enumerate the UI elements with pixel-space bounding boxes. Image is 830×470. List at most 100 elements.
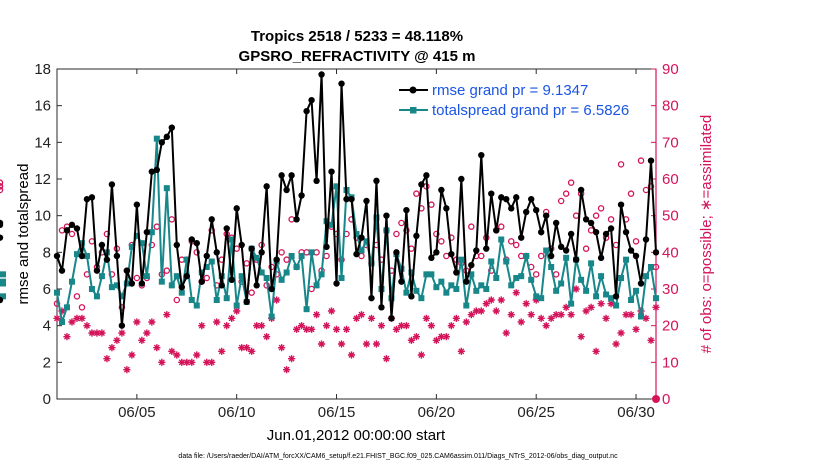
- rmse-point: [582, 216, 590, 223]
- obs-assimilated-marker: [68, 318, 76, 326]
- rmse-point: [373, 177, 380, 185]
- obs-possible-marker: [403, 227, 410, 234]
- totalspread-point: [603, 291, 610, 298]
- x-tick-label: 06/15: [318, 404, 356, 421]
- obs-assimilated-marker: [98, 329, 106, 337]
- obs-possible-marker: [562, 190, 570, 197]
- obs-assimilated-marker: [452, 314, 460, 322]
- rmse-point: [168, 124, 176, 131]
- obs-possible-marker: [537, 252, 545, 260]
- obs-assimilated-marker: [327, 307, 336, 315]
- obs-possible-marker: [567, 179, 575, 186]
- rmse-point: [393, 249, 400, 256]
- totalspread-point: [93, 293, 100, 300]
- obs-assimilated-marker: [417, 351, 425, 359]
- obs-assimilated-marker: [83, 322, 91, 330]
- rmse-point: [0, 234, 4, 241]
- totalspread-point: [493, 275, 500, 281]
- obs-assimilated-marker: [602, 314, 610, 322]
- obs-possible-marker: [478, 252, 485, 260]
- rmse-point: [103, 256, 111, 263]
- totalspread-point: [583, 287, 590, 294]
- obs-assimilated-marker: [482, 300, 490, 308]
- obs-assimilated-marker: [622, 311, 630, 319]
- rmse-point: [213, 249, 220, 256]
- rmse-point: [398, 278, 405, 285]
- totalspread-point: [113, 282, 120, 289]
- rmse-point: [622, 228, 630, 236]
- obs-possible-marker: [0, 179, 4, 186]
- obs-assimilated-marker: [158, 358, 166, 366]
- obs-assimilated-marker: [377, 322, 386, 330]
- obs-assimilated-marker: [467, 311, 475, 319]
- obs-possible-marker: [248, 289, 255, 296]
- obs-assimilated-marker: [78, 314, 86, 322]
- totalspread-point: [513, 275, 520, 281]
- obs-assimilated-marker: [592, 347, 600, 355]
- obs-assimilated-marker: [567, 311, 575, 319]
- totalspread-point: [118, 293, 125, 300]
- totalspread-point: [0, 293, 6, 300]
- obs-assimilated-marker: [612, 340, 620, 348]
- obs-assimilated-marker: [367, 314, 376, 322]
- totalspread-point: [408, 269, 415, 276]
- rmse-point: [173, 241, 180, 249]
- rmse-point: [363, 197, 370, 205]
- obs-assimilated-marker: [442, 333, 450, 341]
- totalspread-point: [558, 280, 565, 287]
- obs-possible-marker: [148, 241, 156, 249]
- totalspread-point: [68, 278, 75, 285]
- totalspread-point: [123, 280, 130, 287]
- totalspread-point: [528, 276, 535, 283]
- obs-assimilated-marker: [228, 314, 236, 322]
- totalspread-point: [268, 313, 275, 320]
- totalspread-point: [83, 253, 90, 259]
- obs-assimilated-marker: [258, 322, 266, 330]
- obs-assimilated-marker: [218, 347, 226, 355]
- y-right-tick-label: 80: [662, 98, 679, 115]
- x-tick-label: 06/20: [418, 404, 456, 421]
- rmse-point: [463, 278, 470, 285]
- rmse-point: [263, 183, 270, 190]
- rmse-point: [468, 261, 475, 269]
- obs-assimilated-marker: [352, 314, 361, 322]
- totalspread-point: [198, 269, 205, 276]
- obs-assimilated-marker: [307, 325, 316, 333]
- rmse-point: [523, 208, 530, 216]
- totalspread-point: [73, 251, 80, 258]
- y-tick-label: 6: [43, 281, 51, 298]
- rmse-point: [138, 280, 146, 287]
- totalspread-point: [328, 221, 335, 228]
- totalspread-point: [63, 304, 70, 311]
- obs-possible-marker: [393, 230, 400, 238]
- rmse-point: [0, 221, 4, 229]
- obs-assimilated-marker: [198, 322, 206, 330]
- totalspread-point: [258, 269, 265, 276]
- obs-possible-marker: [498, 223, 505, 230]
- chart-subtitle: GPSRO_REFRACTIVITY @ 415 m: [239, 48, 476, 65]
- rmse-point: [607, 225, 615, 232]
- rmse-point: [298, 192, 305, 199]
- rmse-point: [637, 280, 645, 287]
- rmse-point: [303, 107, 310, 115]
- totalspread-point: [623, 256, 630, 263]
- rmse-point: [483, 245, 490, 252]
- x-axis: 06/05 06/10 06/15 06/20 06/25 06/30: [118, 69, 655, 421]
- rmse-point: [627, 247, 635, 254]
- obs-possible-marker: [73, 293, 81, 300]
- totalspread-point: [488, 258, 495, 265]
- obs-assimilated-marker: [337, 340, 346, 348]
- totalspread-point: [533, 293, 540, 300]
- totalspread-point: [173, 273, 180, 280]
- totalspread-point: [193, 302, 200, 309]
- totalspread-point: [423, 271, 430, 278]
- totalspread-point: [78, 240, 85, 247]
- obs-assimilated-marker: [297, 322, 306, 330]
- y-right-tick-label: 20: [662, 318, 679, 335]
- totalspread-point: [183, 256, 190, 263]
- obs-assimilated-marker: [427, 322, 435, 330]
- obs-assimilated-marker: [88, 329, 96, 337]
- totalspread-point: [178, 289, 185, 296]
- obs-possible-marker: [413, 190, 420, 197]
